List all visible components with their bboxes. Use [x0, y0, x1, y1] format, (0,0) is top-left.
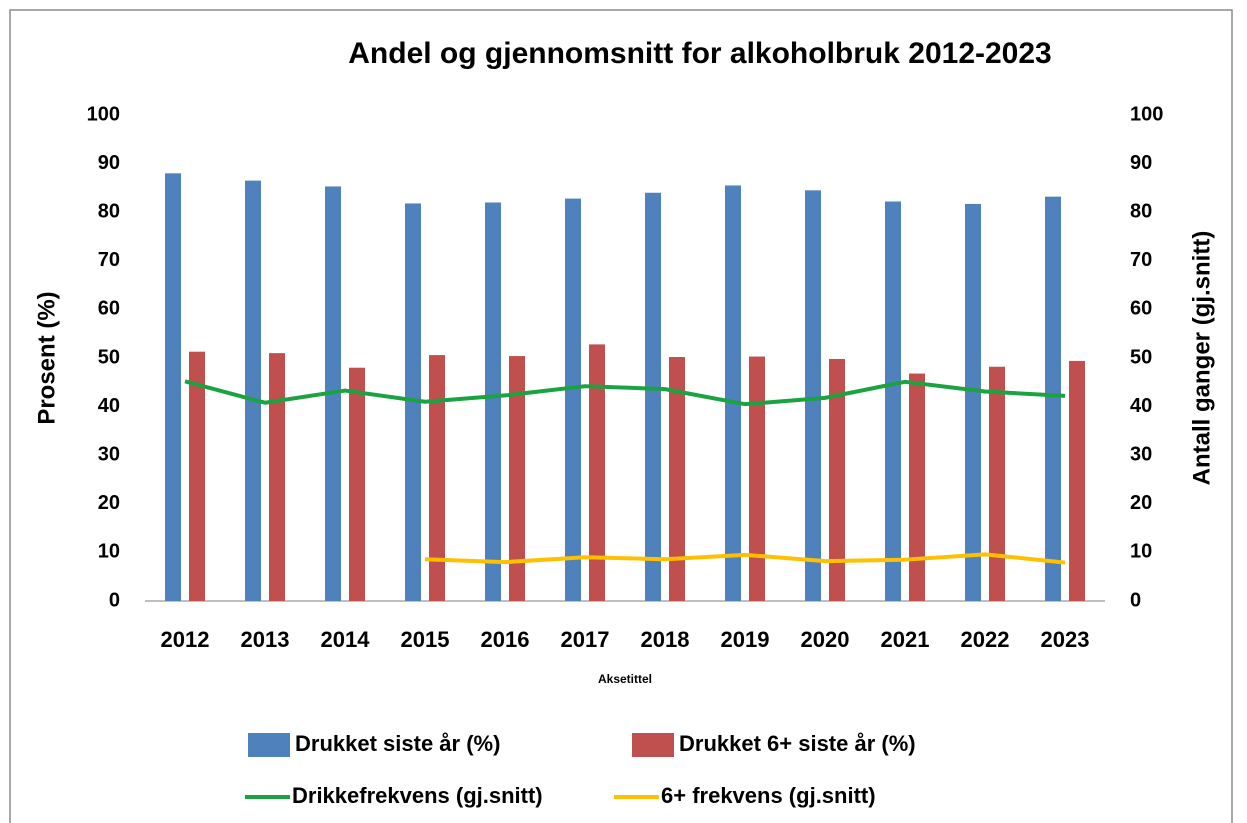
y2-tick-label: 60: [1130, 298, 1152, 320]
x-tick-label: 2014: [321, 627, 371, 652]
bar: [429, 355, 445, 601]
line: [424, 552, 1066, 565]
bar: [725, 185, 741, 601]
y2-tick-label: 90: [1130, 152, 1152, 174]
bar: [485, 202, 501, 602]
y2-tick-label: 80: [1130, 200, 1152, 222]
y-tick-label: 50: [98, 346, 120, 368]
x-axis-title: Aksetittel: [598, 672, 652, 686]
y-tick-label: 70: [98, 249, 120, 271]
legend-label: 6+ frekvens (gj.snitt): [661, 783, 876, 808]
legend-label: Drikkefrekvens (gj.snitt): [292, 783, 543, 808]
legend-label: Drukket 6+ siste år (%): [679, 731, 916, 756]
bar: [805, 190, 821, 601]
x-tick-label: 2023: [1041, 627, 1090, 652]
y-tick-label: 10: [98, 541, 120, 563]
x-tick-label: 2013: [241, 627, 290, 652]
bar: [165, 173, 181, 601]
legend-swatch: [632, 733, 674, 757]
x-tick-label: 2021: [881, 627, 930, 652]
bar: [269, 353, 285, 601]
chart-title: Andel og gjennomsnitt for alkoholbruk 20…: [348, 37, 1051, 70]
y2-tick-label: 10: [1130, 541, 1152, 563]
x-tick-label: 2019: [721, 627, 770, 652]
bar: [509, 356, 525, 601]
y2-tick-label: 100: [1130, 103, 1163, 125]
bar: [989, 366, 1005, 601]
legend-label: Drukket siste år (%): [295, 731, 500, 756]
bar: [645, 192, 661, 601]
chart-border: [9, 9, 1233, 823]
bar: [245, 180, 261, 602]
bar: [829, 358, 845, 601]
y2-tick-label: 30: [1130, 443, 1152, 465]
bar: [589, 344, 605, 601]
bar: [1045, 196, 1061, 601]
bar: [1069, 360, 1085, 601]
y-tick-label: 60: [98, 298, 120, 320]
x-tick-label: 2020: [801, 627, 850, 652]
bar: [349, 367, 365, 601]
bar: [669, 357, 685, 601]
bar: [189, 351, 205, 601]
y-tick-label: 90: [98, 152, 120, 174]
bar: [909, 373, 925, 601]
bar: [405, 203, 421, 601]
x-tick-label: 2016: [481, 627, 530, 652]
y-tick-label: 80: [98, 200, 120, 222]
line: [184, 379, 1066, 407]
x-tick-label: 2022: [961, 627, 1010, 652]
legend-swatch: [248, 733, 290, 757]
x-tick-label: 2017: [561, 627, 610, 652]
bar: [749, 356, 765, 601]
y2-tick-label: 70: [1130, 249, 1152, 271]
y-tick-label: 20: [98, 492, 120, 514]
y-tick-label: 100: [87, 103, 120, 125]
y2-tick-label: 0: [1130, 589, 1141, 611]
y-tick-label: 0: [109, 589, 120, 611]
y2-tick-label: 50: [1130, 346, 1152, 368]
x-tick-label: 2018: [641, 627, 690, 652]
y2-tick-label: 40: [1130, 395, 1152, 417]
bar: [965, 203, 981, 602]
y2-axis-title: Antall ganger (gj.snitt): [1188, 231, 1215, 486]
y-axis-title: Prosent (%): [33, 291, 60, 424]
x-tick-label: 2015: [401, 627, 450, 652]
bar: [565, 198, 581, 602]
x-tick-label: 2012: [161, 627, 210, 652]
y-tick-label: 40: [98, 395, 120, 417]
y2-tick-label: 20: [1130, 492, 1152, 514]
y-tick-label: 30: [98, 443, 120, 465]
bar: [885, 201, 901, 601]
